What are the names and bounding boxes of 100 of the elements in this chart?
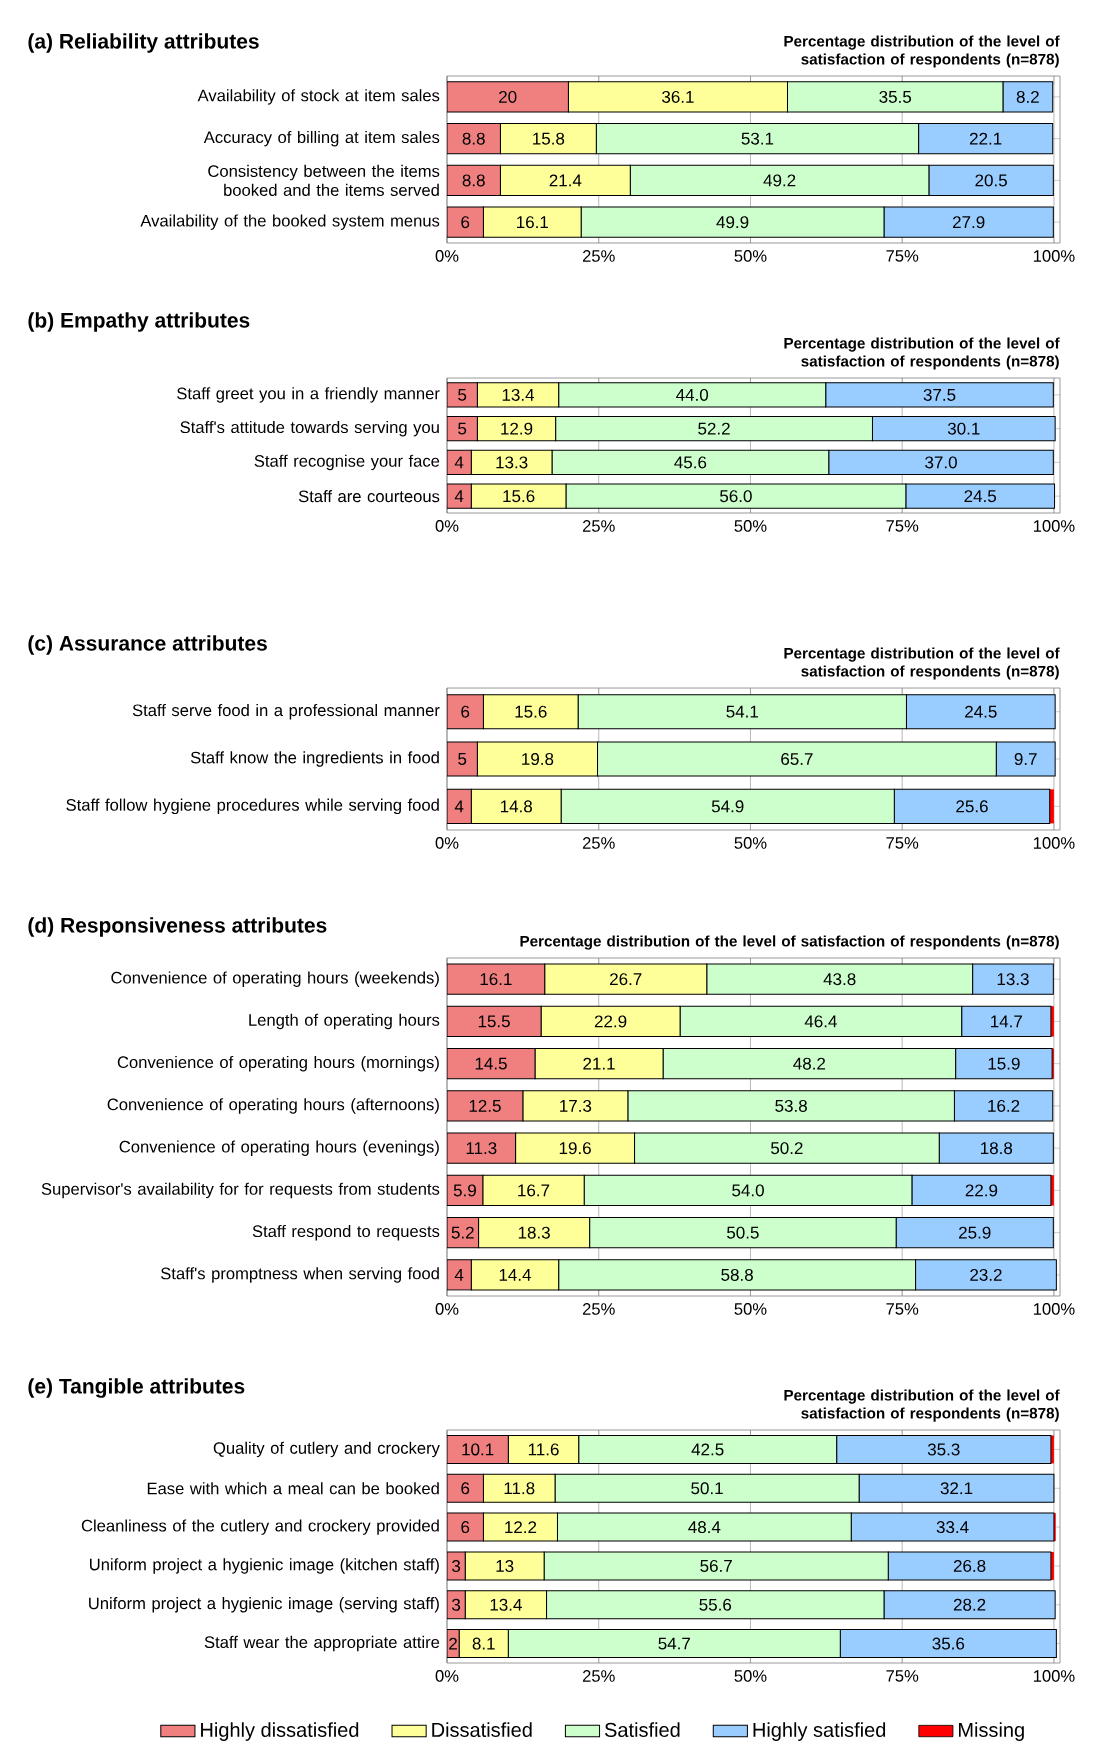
x-tick-label: 25% xyxy=(582,837,615,849)
y-tick-label: Length of operating hours xyxy=(249,1013,440,1030)
data-label: 6 xyxy=(461,705,470,718)
data-label: 24.5 xyxy=(965,705,997,718)
data-label: 6 xyxy=(461,1482,470,1495)
data-label: 23.2 xyxy=(970,1268,1002,1281)
data-label: 15.8 xyxy=(533,132,565,145)
data-label: 36.1 xyxy=(662,90,694,103)
y-tick-label: Staff are courteous xyxy=(298,490,440,503)
data-label: 5 xyxy=(458,753,467,765)
data-label: 5 xyxy=(458,422,467,435)
data-label: 12.9 xyxy=(501,422,533,435)
data-label: 4 xyxy=(454,456,464,469)
data-label: 50.1 xyxy=(691,1482,723,1495)
data-label: 54.7 xyxy=(658,1637,690,1650)
x-tick-label: 25% xyxy=(582,520,615,532)
data-label: 56.7 xyxy=(700,1559,732,1572)
y-tick-label: Staff greet you in a friendly manner xyxy=(177,387,440,403)
data-label: 14.8 xyxy=(500,800,532,813)
data-label: 4 xyxy=(454,800,464,813)
data-label: 9.7 xyxy=(1014,753,1037,766)
y-tick-label: Convenience of operating hours (evenings) xyxy=(119,1140,439,1156)
y-tick-label: Supervisor's availability for for requests from students xyxy=(41,1182,440,1199)
x-tick-label: 50% xyxy=(734,837,767,849)
data-label: 15.6 xyxy=(503,490,535,503)
x-tick-label: 25% xyxy=(582,250,615,262)
y-tick-label: Convenience of operating hours (afternoons) xyxy=(107,1098,439,1114)
y-tick-label: Consistency between the items booked and the items served xyxy=(208,164,440,196)
data-label: 15.9 xyxy=(988,1057,1020,1070)
data-label: 22.1 xyxy=(969,132,1002,145)
data-label: 50.2 xyxy=(771,1142,803,1155)
x-tick-label: 50% xyxy=(734,1670,767,1682)
data-label: 48.2 xyxy=(793,1057,826,1070)
data-label: 56.0 xyxy=(720,490,752,503)
data-label: 5.2 xyxy=(451,1226,474,1239)
data-label: 8.8 xyxy=(462,174,485,187)
data-label: 14.7 xyxy=(991,1015,1022,1028)
data-label: 12.5 xyxy=(469,1099,501,1112)
x-tick-label: 0% xyxy=(435,250,459,262)
data-label: 16.1 xyxy=(517,216,548,229)
chart-subtitle: Percentage distribution of the level of satisfaction of respondents (n=878) xyxy=(520,935,1059,950)
data-label: 18.8 xyxy=(981,1142,1013,1155)
data-label: 32.1 xyxy=(940,1482,973,1495)
data-label: 26.7 xyxy=(610,973,642,986)
data-label: 13 xyxy=(496,1559,514,1572)
data-label: 11.8 xyxy=(504,1482,535,1495)
data-label: 30.1 xyxy=(947,422,980,435)
y-tick-label: Availability of stock at item sales xyxy=(197,89,440,105)
data-label: 21.1 xyxy=(583,1057,615,1070)
x-tick-label: 75% xyxy=(886,1303,919,1315)
data-label: 52.2 xyxy=(698,422,730,435)
data-label: 50.5 xyxy=(727,1226,759,1239)
legend-label: Highly satisfied xyxy=(753,1722,886,1741)
data-label: 21.4 xyxy=(549,174,582,187)
y-tick-label: Staff know the ingredients in food xyxy=(190,751,439,767)
x-tick-label: 100% xyxy=(1033,837,1075,849)
x-tick-label: 75% xyxy=(886,250,919,262)
data-label: 11.6 xyxy=(528,1443,559,1456)
data-label: 13.3 xyxy=(997,973,1029,986)
y-tick-label: Convenience of operating hours (mornings) xyxy=(117,1055,439,1072)
data-label: 17.3 xyxy=(560,1099,592,1112)
x-tick-label: 25% xyxy=(582,1670,615,1682)
x-tick-label: 75% xyxy=(886,1670,919,1682)
x-tick-label: 75% xyxy=(886,520,919,532)
data-label: 25.9 xyxy=(959,1226,991,1239)
data-label: 28.2 xyxy=(953,1598,986,1611)
data-label: 46.4 xyxy=(804,1015,837,1028)
data-label: 8.2 xyxy=(1016,90,1039,103)
y-tick-label: Uniform project a hygienic image (serving staff) xyxy=(89,1597,439,1613)
data-label: 33.4 xyxy=(936,1521,969,1534)
legend-label: Highly dissatisfied xyxy=(201,1722,359,1741)
data-label: 13.4 xyxy=(502,388,535,401)
x-tick-label: 0% xyxy=(435,1303,459,1315)
y-tick-label: Staff respond to requests xyxy=(252,1224,440,1241)
data-label: 8.8 xyxy=(462,132,485,145)
data-label: 49.2 xyxy=(763,174,796,187)
data-label: 3 xyxy=(452,1598,461,1611)
data-label: 49.9 xyxy=(716,216,749,229)
data-label: 53.1 xyxy=(741,132,774,145)
x-tick-label: 100% xyxy=(1033,1303,1075,1315)
data-label: 15.5 xyxy=(478,1015,510,1028)
data-label: 35.3 xyxy=(927,1443,960,1456)
x-tick-label: 100% xyxy=(1033,250,1075,262)
data-label: 8.1 xyxy=(472,1637,495,1650)
y-tick-label: Convenience of operating hours (weekends) xyxy=(111,971,439,987)
data-label: 54.0 xyxy=(732,1184,764,1197)
y-tick-label: Accuracy of billing at item sales xyxy=(203,130,440,147)
data-label: 37.0 xyxy=(925,456,957,469)
y-tick-label: Staff serve food in a professional manner xyxy=(132,703,440,720)
data-label: 45.6 xyxy=(674,456,707,469)
data-label: 11.3 xyxy=(466,1142,497,1155)
y-tick-label: Staff's promptness when serving food xyxy=(161,1267,439,1283)
data-label: 43.8 xyxy=(823,973,856,986)
x-tick-label: 75% xyxy=(886,837,919,849)
x-tick-label: 0% xyxy=(435,1670,459,1682)
data-label: 6 xyxy=(461,216,470,229)
data-label: 13.4 xyxy=(490,1598,522,1611)
data-label: 27.9 xyxy=(952,216,985,229)
text: (a) Reliability attributes xyxy=(28,33,259,53)
data-label: 5.9 xyxy=(453,1184,476,1197)
